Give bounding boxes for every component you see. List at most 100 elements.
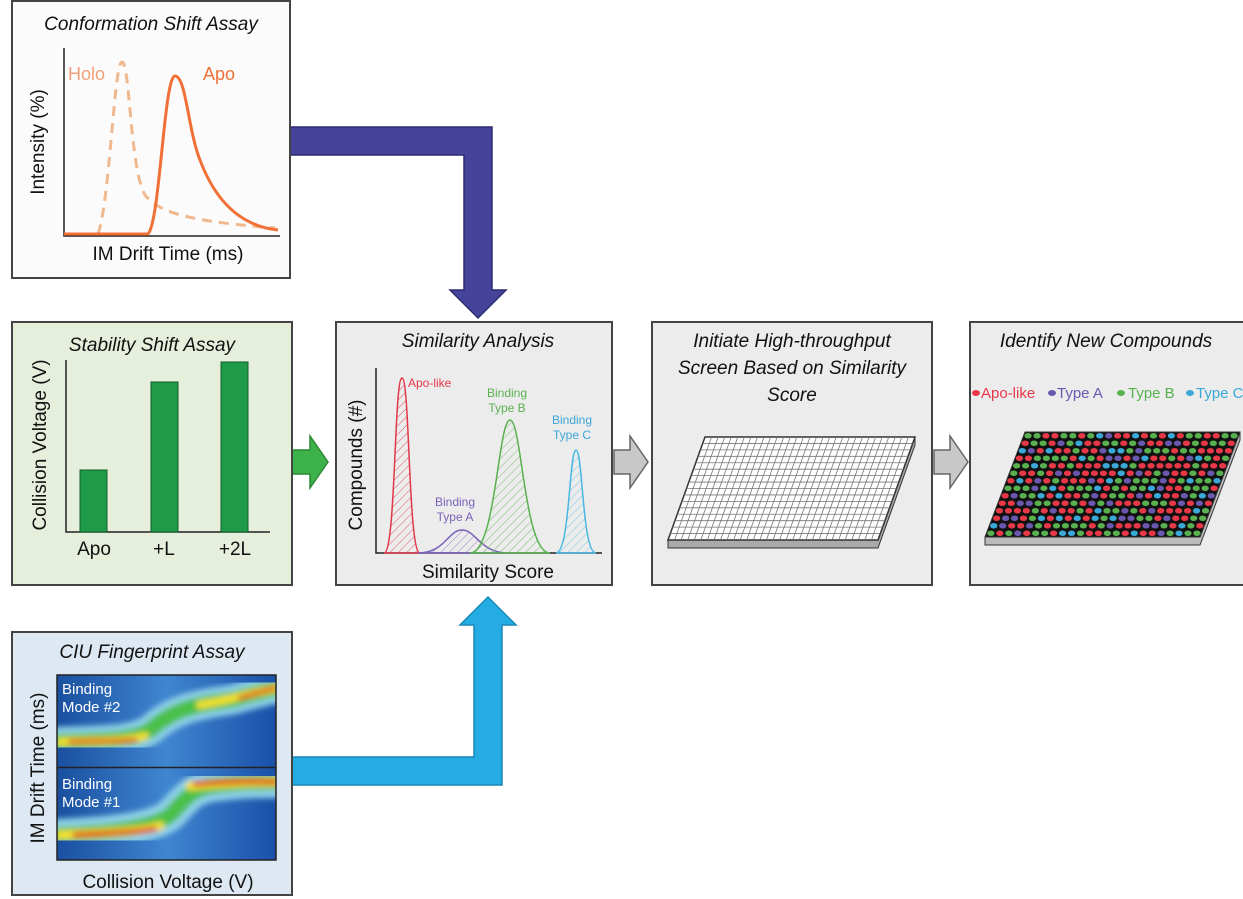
well	[1032, 530, 1039, 536]
well	[1108, 448, 1115, 454]
well	[1201, 463, 1208, 469]
well	[1055, 448, 1062, 454]
well	[1019, 470, 1026, 476]
well	[1187, 500, 1194, 506]
well	[1178, 523, 1185, 529]
well	[1158, 530, 1165, 536]
well	[1097, 478, 1104, 484]
well	[1207, 448, 1214, 454]
well	[1150, 455, 1157, 461]
well	[1166, 485, 1173, 491]
well	[1040, 485, 1047, 491]
well	[1129, 463, 1136, 469]
well	[1043, 478, 1050, 484]
well	[1139, 508, 1146, 514]
legend-swatch	[1186, 390, 1194, 396]
well	[1150, 433, 1157, 439]
well	[1017, 523, 1024, 529]
well	[1078, 433, 1085, 439]
well	[1070, 478, 1077, 484]
well	[1136, 493, 1143, 499]
axis-label: Similarity Score	[422, 562, 554, 583]
well	[1204, 433, 1211, 439]
panel-title: Initiate High-throughput	[693, 331, 891, 352]
well	[1213, 433, 1220, 439]
well	[1094, 463, 1101, 469]
well	[1109, 470, 1116, 476]
well	[1052, 455, 1059, 461]
well	[1028, 470, 1035, 476]
well	[1055, 470, 1062, 476]
well	[1097, 455, 1104, 461]
well	[1023, 508, 1030, 514]
well	[1184, 485, 1191, 491]
well	[1184, 530, 1191, 536]
well	[1033, 433, 1040, 439]
well	[1060, 433, 1067, 439]
well	[1199, 515, 1206, 521]
well	[1079, 455, 1086, 461]
well	[1084, 440, 1091, 446]
well	[1127, 470, 1134, 476]
well	[1017, 500, 1024, 506]
well	[1065, 515, 1072, 521]
well	[1004, 485, 1011, 491]
well	[1216, 470, 1223, 476]
well	[1026, 523, 1033, 529]
well	[1104, 530, 1111, 536]
well	[1037, 448, 1044, 454]
well	[1190, 493, 1197, 499]
well	[1010, 470, 1017, 476]
well	[1077, 508, 1084, 514]
mode-label: Binding	[62, 681, 112, 698]
well	[1068, 530, 1075, 536]
well	[1199, 493, 1206, 499]
well	[1124, 500, 1131, 506]
well	[1070, 500, 1077, 506]
well	[1061, 455, 1068, 461]
well	[1160, 478, 1167, 484]
well	[1189, 470, 1196, 476]
well	[1225, 448, 1232, 454]
well	[1050, 530, 1057, 536]
well	[1133, 478, 1140, 484]
well	[1096, 433, 1103, 439]
category-label: Apo	[77, 539, 111, 560]
well	[1178, 500, 1185, 506]
well	[1091, 493, 1098, 499]
well	[1035, 523, 1042, 529]
well	[1046, 470, 1053, 476]
well	[996, 508, 1003, 514]
well	[1148, 485, 1155, 491]
well	[1151, 500, 1158, 506]
well	[1156, 463, 1163, 469]
well	[1052, 500, 1059, 506]
well	[1114, 433, 1121, 439]
well	[1154, 515, 1161, 521]
well	[1091, 470, 1098, 476]
well	[1031, 485, 1038, 491]
well	[1028, 448, 1035, 454]
well	[1097, 500, 1104, 506]
well	[1186, 478, 1193, 484]
well	[1102, 440, 1109, 446]
well	[1022, 463, 1029, 469]
well	[1120, 440, 1127, 446]
well	[1181, 493, 1188, 499]
well	[1016, 455, 1023, 461]
well	[1205, 500, 1212, 506]
well	[1208, 493, 1215, 499]
well	[1014, 508, 1021, 514]
well	[1047, 515, 1054, 521]
well	[1085, 463, 1092, 469]
well	[1162, 448, 1169, 454]
well	[1064, 470, 1071, 476]
well	[1086, 530, 1093, 536]
well	[1037, 470, 1044, 476]
well	[1056, 515, 1063, 521]
well	[1222, 455, 1229, 461]
well	[1127, 515, 1134, 521]
mode-label: Mode #2	[62, 699, 120, 716]
well	[1025, 478, 1032, 484]
well	[1132, 455, 1139, 461]
